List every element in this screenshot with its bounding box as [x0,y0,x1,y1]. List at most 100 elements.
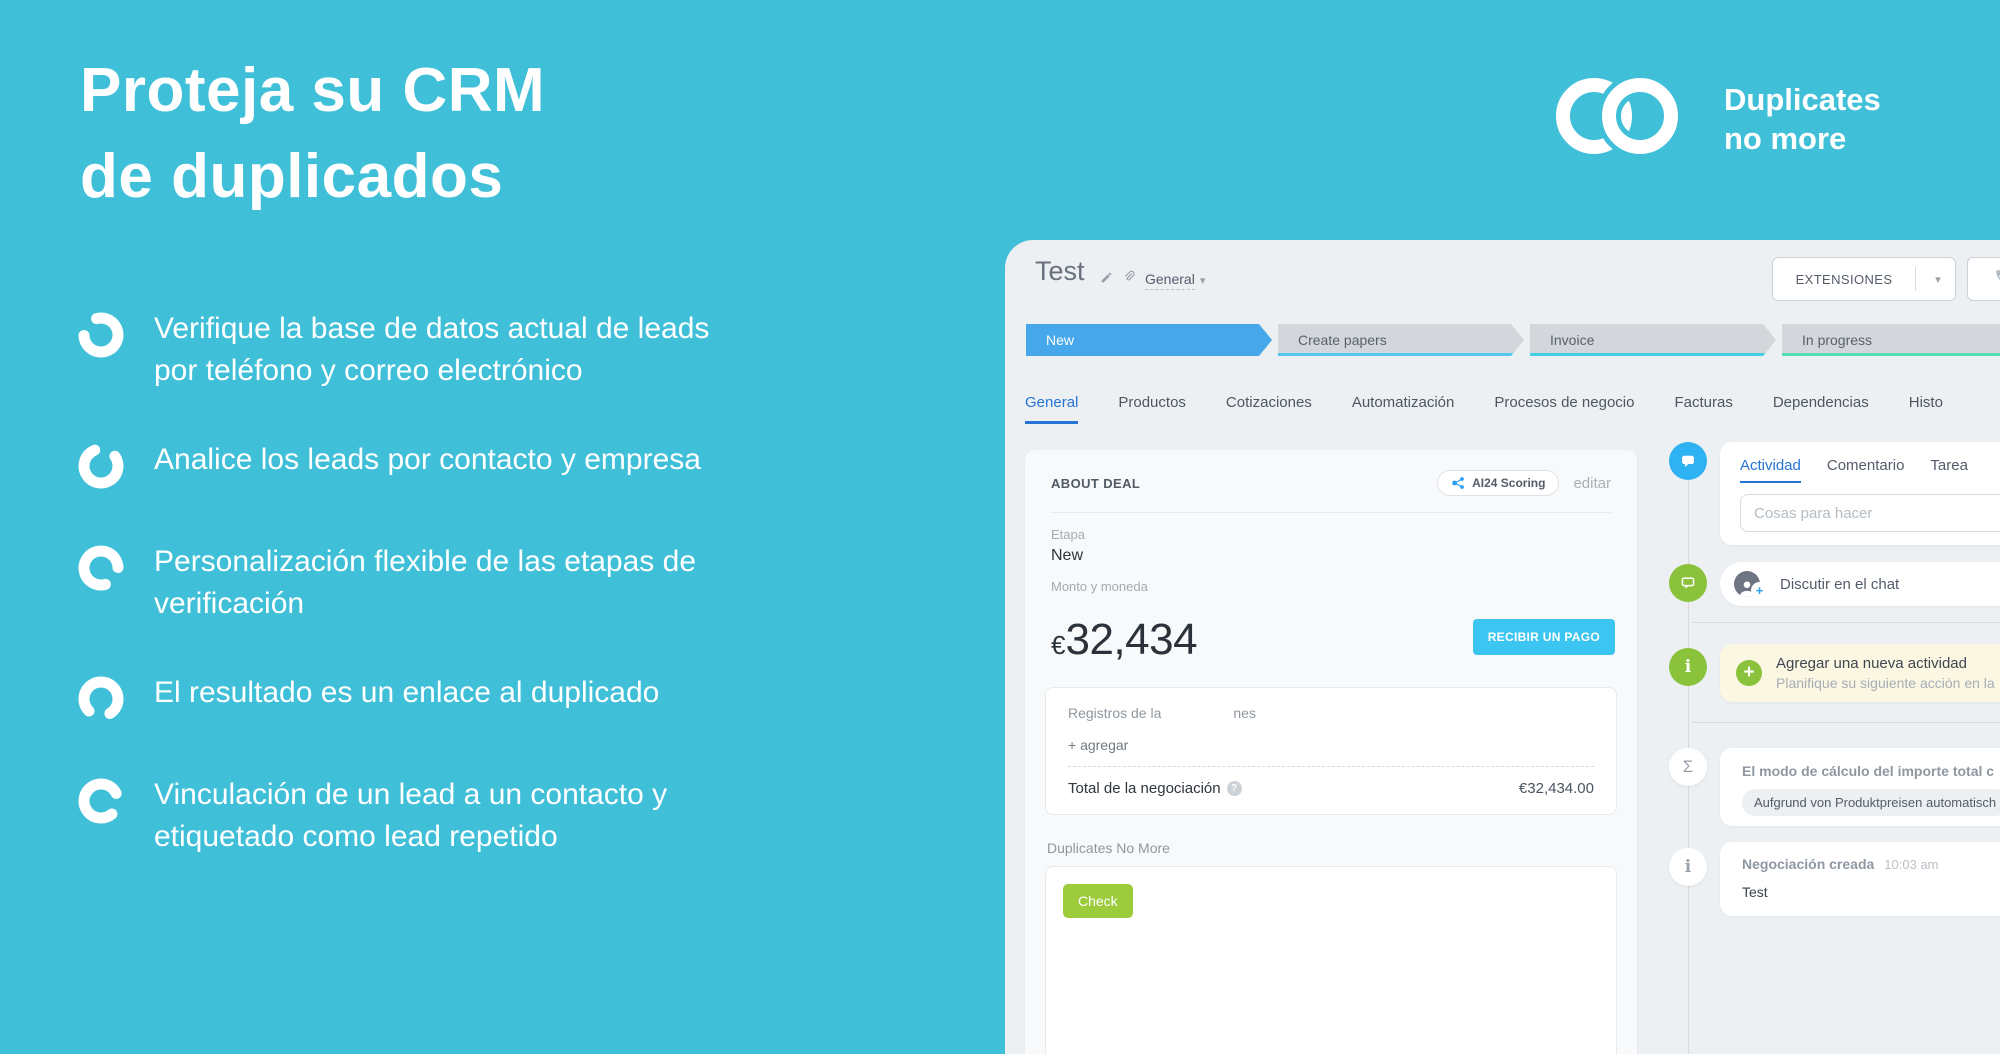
chat-outline-icon [1669,564,1707,602]
list-item: El resultado es un enlace al duplicado [78,672,918,727]
tab-general[interactable]: General [1025,388,1079,424]
stage-create-papers[interactable]: Create papers [1278,324,1524,356]
feature-text: Verifique la base de datos actual de lea… [154,312,710,387]
chat-row-label: Discutir en el chat [1780,575,1900,593]
timeline-tab-bar: Actividad Comentario Tarea [1740,457,2000,483]
records-label: Registros de la [1068,705,1162,721]
phone-button[interactable] [1967,257,2000,301]
tab-procesos-de-negocio[interactable]: Procesos de negocio [1494,394,1635,411]
scoring-badge-label: AI24 Scoring [1472,476,1546,490]
stage-accent [1782,353,2000,356]
phone-icon [1994,268,2000,291]
stage-accent [1530,353,1776,356]
extensions-button[interactable]: EXTENSIONES ▾ [1772,257,1956,301]
add-activity-subtitle: Planifique su siguiente acción en la [1776,675,1995,691]
crm-window: Test General ▾ EXTENSIONES ▾ New Create p… [1005,240,2000,1054]
info-icon: i [1669,848,1707,886]
page-title: Proteja su CRM de duplicados [80,56,546,211]
brand-name: Duplicates no more [1724,81,1881,156]
list-item: Verifique la base de datos actual de lea… [78,308,918,392]
add-activity-card[interactable]: + Agregar una nueva actividad Planifique… [1720,644,2000,702]
sum-icon: Σ [1669,748,1707,786]
deal-created-value: Test [1742,884,1768,900]
section-title: ABOUT DEAL [1051,475,1141,491]
deal-created-time: 10:03 am [1884,857,1939,872]
amount-value: 32,434 [1065,615,1198,664]
feature-text: Vinculación de un lead a un contacto y e… [154,778,668,853]
deal-title: Test [1035,256,1085,286]
feature-text: Analice los leads por contacto y empresa [154,443,701,476]
check-button[interactable]: Check [1063,884,1133,918]
calc-mode-title: El modo de cálculo del importe total c [1742,763,1995,779]
pencil-icon[interactable] [1100,271,1113,289]
timeline-composer-card: Actividad Comentario Tarea [1720,442,2000,545]
ring-bullet-icon [78,312,124,363]
stage-accent [1278,353,1524,356]
user-icon [1734,571,1760,597]
chevron-down-icon[interactable]: ▾ [1935,273,1941,286]
ring-bullet-icon [78,545,124,596]
amount-field-label: Monto y moneda [1051,579,1148,594]
currency-symbol: € [1051,630,1066,660]
timeline-divider [1692,622,2000,623]
feature-text: El resultado es un enlace al duplicado [154,676,660,709]
tab-cotizaciones[interactable]: Cotizaciones [1225,394,1312,411]
comment-filled-icon [1669,442,1707,480]
interlocking-rings-icon [1548,66,1698,171]
deal-stage-bar: New Create papers Invoice In progress [1026,324,2000,356]
records-box: Registros de la nes + agregar Total de la… [1045,687,1617,815]
ring-bullet-icon [78,676,124,727]
calc-mode-card: El modo de cálculo del importe total c A… [1720,748,2000,826]
receive-payment-button[interactable]: RECIBIR UN PAGO [1472,619,1615,655]
help-icon[interactable]: ? [1226,781,1242,796]
chat-row[interactable]: + Discutir en el chat [1720,562,2000,606]
pipeline-select[interactable]: General ▾ [1145,271,1206,290]
info-green-icon: i [1669,648,1707,686]
feature-list: Verifique la base de datos actual de lea… [78,308,918,905]
about-deal-card: ABOUT DEAL AI24 Scoring editar Etapa New… [1025,450,1637,1054]
list-item: Analice los leads por contacto y empresa [78,439,918,494]
tab-actividad[interactable]: Actividad [1740,457,1801,483]
add-record-link[interactable]: + agregar [1068,737,1129,753]
button-divider [1915,267,1916,291]
duplicates-no-more-section-label: Duplicates No More [1047,840,1170,856]
dashed-divider [1068,766,1594,767]
stage-invoice[interactable]: Invoice [1530,324,1776,356]
tab-tarea[interactable]: Tarea [1930,457,1968,474]
list-item: Personalización flexible de las etapas d… [78,541,918,625]
deal-created-title: Negociación creada [1742,856,1875,872]
add-activity-title: Agregar una nueva actividad [1776,655,1967,672]
list-item: Vinculación de un lead a un contacto y e… [78,774,918,858]
add-user-icon[interactable]: + [1751,582,1768,599]
ring-bullet-icon [78,443,124,494]
ai24-scoring-badge[interactable]: AI24 Scoring [1437,470,1560,496]
plus-icon: + [1736,660,1762,686]
stage-in-progress[interactable]: In progress [1782,324,2000,356]
tab-automatizacion[interactable]: Automatización [1351,394,1455,411]
timeline-divider [1692,722,2000,723]
calc-mode-detail: Aufgrund von Produktpreisen automatisch [1742,789,2000,816]
avatar: + [1734,571,1768,599]
stage-label: In progress [1802,332,1873,348]
chevron-down-icon: ▾ [1199,275,1206,287]
todo-input[interactable] [1740,494,2000,532]
paperclip-icon[interactable] [1122,269,1136,290]
pipeline-select-label: General [1145,271,1195,290]
duplicates-no-more-box: Check [1045,866,1617,1054]
tab-facturas[interactable]: Facturas [1674,394,1733,411]
feature-text: Personalización flexible de las etapas d… [154,545,697,620]
divider [1051,512,1611,513]
edit-link[interactable]: editar [1573,474,1611,492]
stage-new[interactable]: New [1026,324,1272,356]
tab-comentario[interactable]: Comentario [1826,457,1905,474]
ring-bullet-icon [78,778,124,829]
brand-logo: Duplicates no more [1548,66,1881,171]
tab-historial[interactable]: Histo [1908,394,1943,411]
stage-label: New [1046,332,1075,348]
deal-tab-bar: General Productos Cotizaciones Automatiz… [1025,388,2000,424]
tab-dependencias[interactable]: Dependencias [1772,394,1869,411]
tab-productos[interactable]: Productos [1118,394,1186,411]
records-label-fragment: nes [1233,705,1256,721]
deal-created-card: Negociación creada 10:03 am Test [1720,842,2000,916]
